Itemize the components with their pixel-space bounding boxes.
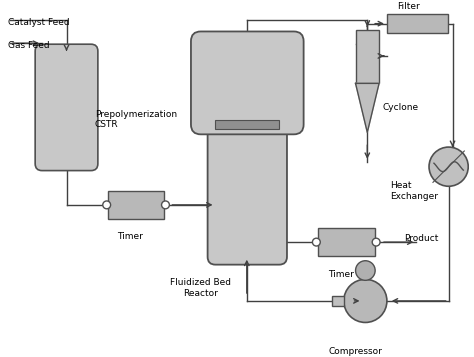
Text: Compressor: Compressor [328, 347, 383, 356]
Circle shape [162, 201, 169, 209]
Text: Filter: Filter [397, 2, 419, 11]
Text: Catalyst Feed: Catalyst Feed [8, 18, 69, 27]
Polygon shape [356, 84, 379, 132]
FancyBboxPatch shape [208, 58, 287, 265]
Text: Heat
Exchanger: Heat Exchanger [390, 181, 438, 201]
Bar [387, 14, 447, 34]
Text: Timer: Timer [118, 232, 143, 241]
Bar [216, 66, 279, 85]
Text: Timer: Timer [328, 270, 354, 278]
FancyBboxPatch shape [35, 44, 98, 171]
Circle shape [429, 147, 468, 186]
Circle shape [103, 201, 110, 209]
Bar [332, 296, 344, 306]
Circle shape [372, 238, 380, 246]
Text: Cyclone: Cyclone [382, 103, 418, 112]
Bar [356, 30, 379, 84]
Text: Fluidized Bed
Reactor: Fluidized Bed Reactor [170, 278, 231, 298]
FancyBboxPatch shape [191, 31, 304, 134]
Circle shape [356, 261, 375, 280]
Circle shape [344, 279, 387, 322]
Bar [216, 120, 279, 130]
Text: Prepolymerization
CSTR: Prepolymerization CSTR [95, 110, 177, 129]
Circle shape [312, 238, 320, 246]
Text: Gas Feed: Gas Feed [8, 41, 49, 50]
Bar [319, 228, 375, 256]
Bar [108, 191, 164, 218]
Text: Product: Product [404, 234, 439, 243]
